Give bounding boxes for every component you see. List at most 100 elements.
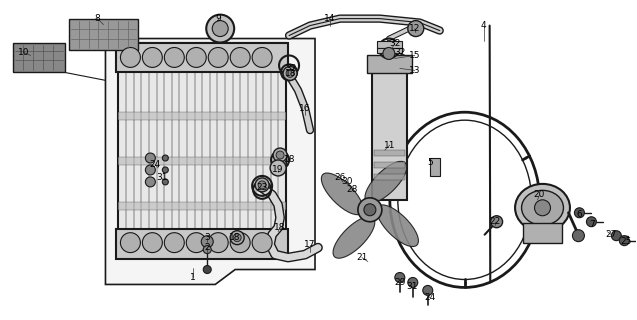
- Text: 3: 3: [204, 233, 210, 242]
- Ellipse shape: [321, 173, 363, 215]
- Text: 15: 15: [409, 51, 420, 60]
- Circle shape: [120, 47, 140, 68]
- Bar: [374, 162, 404, 168]
- Polygon shape: [106, 38, 315, 284]
- Circle shape: [534, 200, 550, 216]
- Bar: [377, 41, 402, 49]
- Circle shape: [612, 231, 621, 241]
- Circle shape: [270, 160, 286, 176]
- Bar: [118, 202, 286, 210]
- Circle shape: [164, 47, 184, 68]
- Text: 32: 32: [389, 39, 401, 48]
- Text: 1: 1: [190, 273, 196, 282]
- Circle shape: [162, 155, 168, 161]
- Text: 5: 5: [427, 158, 433, 167]
- Circle shape: [208, 233, 228, 252]
- Bar: [522, 223, 562, 243]
- Circle shape: [186, 47, 206, 68]
- Text: 23: 23: [257, 183, 268, 192]
- Circle shape: [258, 181, 266, 189]
- Circle shape: [364, 204, 376, 216]
- Circle shape: [575, 208, 584, 218]
- Text: 9: 9: [215, 14, 221, 23]
- Circle shape: [186, 233, 206, 252]
- Circle shape: [120, 233, 140, 252]
- Circle shape: [206, 15, 234, 43]
- Circle shape: [212, 20, 228, 36]
- Text: 8: 8: [95, 14, 101, 23]
- Bar: [372, 70, 407, 200]
- Text: 7: 7: [589, 220, 595, 229]
- Text: 18: 18: [275, 223, 286, 232]
- Bar: [117, 43, 288, 72]
- Circle shape: [408, 277, 418, 287]
- Bar: [374, 174, 404, 180]
- Text: 12: 12: [409, 24, 420, 33]
- Text: 20: 20: [534, 190, 545, 199]
- Circle shape: [145, 153, 155, 163]
- Circle shape: [423, 285, 433, 295]
- Circle shape: [203, 266, 211, 274]
- Text: 18: 18: [285, 69, 297, 78]
- Text: 6: 6: [576, 210, 582, 219]
- Bar: [118, 157, 286, 165]
- Circle shape: [164, 233, 184, 252]
- Circle shape: [283, 67, 297, 80]
- Bar: [69, 19, 138, 51]
- Bar: [118, 43, 286, 257]
- Bar: [374, 150, 404, 156]
- Text: 10: 10: [18, 48, 29, 57]
- Circle shape: [230, 231, 244, 244]
- Circle shape: [619, 236, 629, 246]
- Text: 26: 26: [334, 173, 346, 182]
- Text: 29: 29: [394, 278, 406, 287]
- Circle shape: [252, 233, 272, 252]
- Circle shape: [201, 236, 213, 248]
- Circle shape: [573, 230, 584, 242]
- Text: 16: 16: [299, 104, 311, 113]
- Text: 32: 32: [394, 48, 406, 57]
- Text: 17: 17: [304, 240, 316, 249]
- Text: 11: 11: [384, 140, 396, 149]
- Circle shape: [395, 273, 404, 283]
- Text: 2: 2: [204, 243, 210, 252]
- Text: 4: 4: [481, 21, 487, 30]
- Circle shape: [252, 47, 272, 68]
- Text: 21: 21: [356, 253, 368, 262]
- Circle shape: [587, 217, 596, 227]
- Bar: [430, 158, 440, 176]
- Circle shape: [145, 177, 155, 187]
- Circle shape: [230, 233, 250, 252]
- Circle shape: [230, 47, 250, 68]
- Text: 24: 24: [150, 160, 161, 170]
- Bar: [377, 49, 402, 53]
- Text: 28: 28: [347, 185, 357, 194]
- Circle shape: [162, 179, 168, 185]
- Text: 25: 25: [620, 237, 632, 246]
- Circle shape: [208, 47, 228, 68]
- Bar: [367, 55, 412, 73]
- Text: 14: 14: [324, 14, 336, 23]
- Text: 27: 27: [606, 230, 617, 239]
- Text: 31: 31: [406, 282, 417, 291]
- Circle shape: [286, 69, 294, 77]
- Circle shape: [203, 246, 211, 253]
- Circle shape: [145, 165, 155, 175]
- Circle shape: [273, 148, 287, 162]
- Text: 18: 18: [284, 156, 296, 164]
- Circle shape: [358, 198, 382, 222]
- Bar: [13, 43, 64, 72]
- Circle shape: [162, 167, 168, 173]
- Text: 32: 32: [285, 64, 297, 73]
- Text: 31: 31: [157, 173, 168, 182]
- Text: 18: 18: [229, 233, 241, 242]
- Ellipse shape: [515, 184, 570, 232]
- Text: 19: 19: [273, 165, 284, 174]
- Ellipse shape: [333, 217, 375, 258]
- Circle shape: [233, 234, 241, 242]
- Circle shape: [143, 233, 162, 252]
- Ellipse shape: [365, 161, 407, 203]
- Ellipse shape: [376, 205, 419, 247]
- Bar: [118, 112, 286, 120]
- Text: 22: 22: [489, 217, 500, 226]
